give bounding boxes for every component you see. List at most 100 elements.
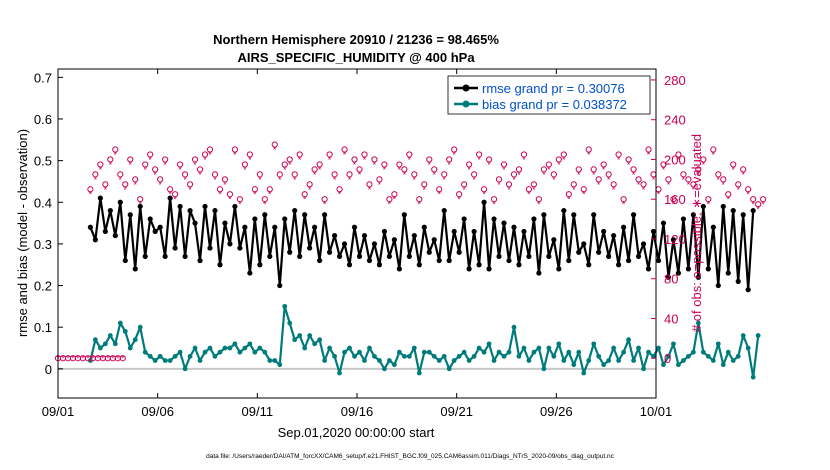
obs-possible-point <box>500 161 508 168</box>
rmse-point <box>606 253 612 260</box>
obs-possible-point <box>87 186 94 193</box>
obs-evaluated-point: * <box>106 355 109 364</box>
obs-evaluated-point: * <box>687 180 691 190</box>
obs-evaluated-point: * <box>308 185 312 195</box>
bias-point <box>456 353 462 359</box>
rmse-point <box>715 282 721 289</box>
bias-point <box>720 362 726 368</box>
obs-evaluated-point: * <box>158 180 162 190</box>
obs-possible-point <box>291 171 298 178</box>
obs-possible-point <box>246 151 253 158</box>
obs-possible-point <box>530 181 538 188</box>
rmse-point <box>710 224 716 230</box>
bias-point <box>636 345 641 351</box>
bias-point <box>725 349 731 355</box>
bias-point <box>601 362 607 368</box>
rmse-point <box>152 228 158 235</box>
rmse-point <box>461 216 467 222</box>
bias-point <box>92 337 98 343</box>
rmse-point <box>267 253 273 260</box>
obs-possible-point <box>495 176 503 183</box>
rmse-point <box>326 249 333 255</box>
bias-point <box>690 349 696 355</box>
rmse-point <box>371 241 378 247</box>
obs-evaluated-point: * <box>94 175 98 185</box>
obs-possible-point <box>745 186 752 193</box>
bias-point <box>137 324 143 330</box>
obs-evaluated-point: * <box>547 165 551 175</box>
obs-evaluated-point: * <box>173 195 177 205</box>
obs-possible-point <box>615 151 622 158</box>
rmse-point <box>247 270 253 276</box>
y-right-tick-label: 40 <box>664 311 678 326</box>
bias-point <box>441 353 447 359</box>
bias-point <box>112 341 118 347</box>
rmse-point <box>287 249 293 255</box>
obs-evaluated-point: * <box>437 190 441 200</box>
obs-evaluated-point: * <box>133 180 137 190</box>
obs-possible-point <box>600 161 607 168</box>
obs-possible-point <box>525 186 533 193</box>
x-tick-label: 09/01 <box>42 404 75 419</box>
rmse-point <box>317 257 323 264</box>
obs-possible-point <box>216 186 224 193</box>
bias-point <box>212 353 218 359</box>
bias-point <box>611 345 617 351</box>
obs-evaluated-point: * <box>637 180 641 190</box>
obs-possible-point <box>346 171 353 178</box>
obs-evaluated-point: * <box>403 170 407 180</box>
rmse-point <box>272 224 278 230</box>
obs-evaluated-point: * <box>243 165 247 175</box>
rmse-point <box>322 212 328 218</box>
rmse-point <box>526 253 532 260</box>
bias-point <box>506 349 512 355</box>
obs-possible-point <box>640 181 647 188</box>
bias-point <box>681 358 686 363</box>
obs-possible-point <box>760 196 767 203</box>
obs-possible-point <box>635 176 642 183</box>
bias-point <box>531 349 537 355</box>
obs-evaluated-point: * <box>368 185 372 195</box>
rmse-point <box>591 212 597 218</box>
obs-evaluated-point: * <box>736 185 740 195</box>
rmse-point <box>516 262 522 268</box>
rmse-point <box>501 220 507 226</box>
y-left-tick-label: 0.7 <box>34 70 52 85</box>
obs-evaluated-point: * <box>487 160 491 170</box>
obs-evaluated-point: * <box>143 165 147 175</box>
obs-evaluated-point: * <box>467 165 471 175</box>
obs-evaluated-point: * <box>741 170 745 180</box>
bias-point <box>446 366 452 372</box>
rmse-point <box>735 278 741 284</box>
x-tick-label: 10/01 <box>640 404 673 419</box>
y-axis-left-label: rmse and bias (model - observation) <box>15 129 30 337</box>
bias-point <box>117 320 123 326</box>
obs-possible-point <box>466 161 473 168</box>
y-axis-right-label: # of obs: o=possible; ∗=evaluated <box>689 134 704 332</box>
bias-point <box>561 358 567 363</box>
rmse-point <box>406 253 412 260</box>
bias-point <box>676 362 681 368</box>
rmse-point <box>720 203 726 210</box>
obs-possible-point <box>680 171 687 178</box>
rmse-point <box>630 212 637 218</box>
obs-possible-point <box>256 171 263 178</box>
obs-possible-point <box>725 191 732 198</box>
bias-point <box>207 345 213 351</box>
bias-point <box>426 349 432 355</box>
obs-evaluated-point: * <box>562 155 566 165</box>
rmse-point <box>416 262 422 268</box>
obs-possible-point <box>710 146 717 153</box>
obs-evaluated-point: * <box>71 355 74 364</box>
bias-point <box>391 362 397 368</box>
obs-evaluated-point: * <box>567 195 571 205</box>
bias-point <box>695 320 701 326</box>
obs-evaluated-point: * <box>507 185 511 195</box>
legend-bias-label: bias grand pr = 0.038372 <box>482 97 627 112</box>
obs-evaluated-point: * <box>121 355 124 364</box>
bias-point <box>352 353 357 359</box>
obs-evaluated-point: * <box>388 200 392 210</box>
obs-possible-point <box>480 186 488 193</box>
bias-point <box>147 353 153 359</box>
bias-point <box>172 353 178 359</box>
